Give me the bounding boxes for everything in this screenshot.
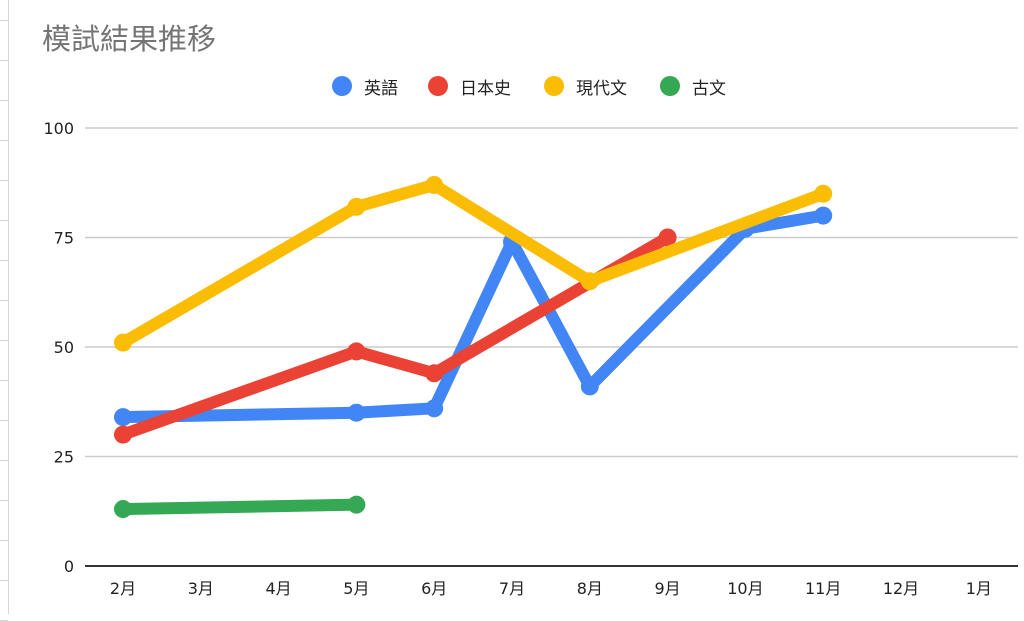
data-point-modern-japanese — [425, 175, 444, 194]
x-tick-label: 9月 — [655, 579, 681, 598]
row-divider — [0, 140, 8, 141]
row-divider — [0, 380, 8, 381]
y-tick-label: 100 — [43, 119, 74, 138]
x-tick-label: 5月 — [343, 579, 369, 598]
x-tick-label: 6月 — [421, 579, 447, 598]
row-divider — [0, 20, 8, 21]
y-tick-label: 50 — [54, 338, 74, 357]
series-line-japanese-history — [117, 231, 674, 441]
data-point-modern-japanese — [347, 197, 366, 216]
data-point-english — [114, 408, 132, 427]
y-tick-label: 0 — [64, 557, 74, 576]
legend-marker-japanese-history — [428, 76, 448, 96]
row-divider — [0, 460, 8, 461]
y-tick-label: 25 — [54, 448, 74, 467]
data-point-japanese-history — [347, 342, 366, 361]
x-tick-label: 11月 — [805, 579, 841, 598]
legend-item-english[interactable]: 英語 — [332, 72, 398, 100]
row-divider — [0, 100, 8, 101]
legend-item-japanese-history[interactable]: 日本史 — [428, 72, 511, 100]
x-tick-label: 12月 — [883, 579, 919, 598]
x-tick-label: 8月 — [577, 579, 603, 598]
row-divider — [0, 500, 8, 501]
series-line-classical-japanese — [117, 498, 363, 516]
legend-label-japanese-history: 日本史 — [460, 78, 511, 99]
data-point-japanese-history — [114, 425, 132, 444]
row-divider — [0, 260, 8, 261]
x-tick-label: 2月 — [110, 579, 136, 598]
x-tick-label: 4月 — [266, 579, 292, 598]
chart-legend: 英語 日本史 現代文 古文 — [0, 72, 1024, 100]
data-point-english — [580, 377, 599, 396]
row-divider — [0, 540, 8, 541]
x-tick-label: 1月 — [966, 579, 992, 598]
data-point-modern-japanese — [114, 333, 132, 352]
series-line-english — [117, 209, 830, 424]
legend-label-modern-japanese: 現代文 — [576, 78, 627, 99]
data-point-japanese-history — [425, 364, 444, 383]
legend-marker-modern-japanese — [544, 76, 564, 96]
data-point-classical-japanese — [347, 495, 366, 514]
legend-item-modern-japanese[interactable]: 現代文 — [544, 72, 627, 100]
row-divider — [0, 180, 8, 181]
data-point-japanese-history — [658, 228, 677, 247]
x-tick-label: 7月 — [499, 579, 525, 598]
data-point-classical-japanese — [114, 500, 132, 519]
chart-title: 模試結果推移 — [42, 22, 217, 56]
x-tick-label: 3月 — [188, 579, 214, 598]
data-point-english — [347, 403, 366, 422]
legend-marker-classical-japanese — [660, 76, 680, 96]
y-tick-label: 75 — [54, 229, 74, 248]
legend-label-english: 英語 — [364, 78, 398, 99]
legend-marker-english — [332, 76, 352, 96]
row-divider — [0, 60, 8, 61]
data-point-modern-japanese — [580, 272, 599, 291]
row-divider — [0, 220, 8, 221]
row-divider — [0, 340, 8, 341]
row-divider — [0, 580, 8, 581]
row-divider — [0, 420, 8, 421]
x-tick-label: 10月 — [727, 579, 763, 598]
data-point-modern-japanese — [814, 184, 833, 203]
legend-item-classical-japanese[interactable]: 古文 — [660, 72, 726, 100]
row-divider — [0, 300, 8, 301]
spreadsheet-row-strip — [0, 0, 9, 621]
data-point-english — [425, 399, 444, 418]
legend-label-classical-japanese: 古文 — [692, 78, 726, 99]
data-point-english — [814, 206, 833, 225]
